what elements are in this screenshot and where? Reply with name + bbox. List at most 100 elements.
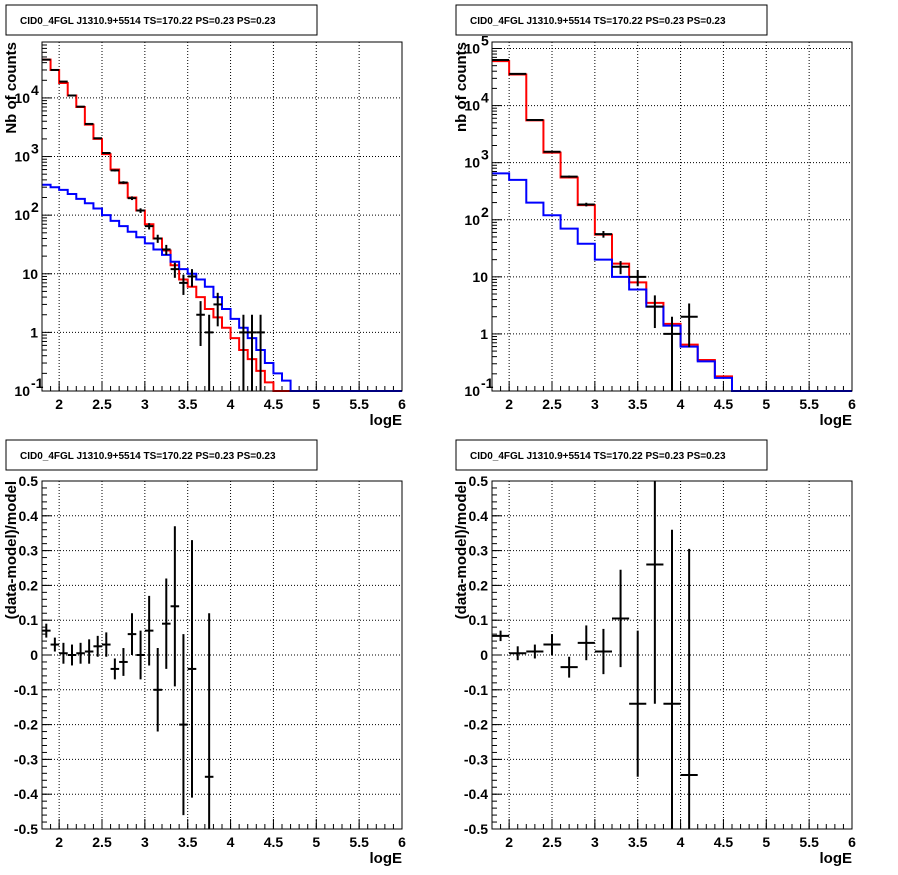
data-point xyxy=(239,314,248,391)
data-point xyxy=(144,223,154,230)
plot-frame xyxy=(41,41,403,392)
data-point xyxy=(119,181,128,184)
y-tick-label: 0.3 xyxy=(469,543,489,559)
y-tick-label: 10 xyxy=(464,155,480,171)
y-tick-exponent: 2 xyxy=(31,199,39,215)
data-point xyxy=(560,656,578,678)
data-point xyxy=(102,151,111,154)
y-tick-label: 10 xyxy=(464,41,480,57)
data-point xyxy=(67,644,77,666)
x-axis-title: logE xyxy=(370,850,403,867)
y-tick-label: 10 xyxy=(464,98,480,114)
x-tick-label: 2 xyxy=(505,834,513,850)
plot-frame xyxy=(491,41,853,392)
data-point xyxy=(560,175,578,178)
y-tick-label: 1 xyxy=(30,324,38,340)
x-axis-title: logE xyxy=(820,850,853,867)
y-tick-exponent: -1 xyxy=(31,375,44,391)
chart-title: CID0_4FGL J1310.9+5514 TS=170.22 PS=0.23… xyxy=(470,451,726,462)
y-tick-label: -0.1 xyxy=(14,682,38,698)
x-tick-label: 3.5 xyxy=(628,834,648,850)
y-tick-exponent: 4 xyxy=(481,90,489,106)
y-tick-label: 0.1 xyxy=(19,612,39,628)
data-point xyxy=(50,637,60,652)
title-box xyxy=(455,439,768,471)
y-tick-label: -0.4 xyxy=(14,786,38,802)
x-tick-label: 4 xyxy=(677,396,685,412)
y-axis-title: nb of counts xyxy=(453,42,470,132)
x-tick-label: 3 xyxy=(141,396,149,412)
plot-frame xyxy=(41,480,403,830)
data-point xyxy=(187,540,197,798)
data-point xyxy=(153,648,162,732)
data-point xyxy=(594,628,612,675)
title-box xyxy=(455,4,768,36)
data-point xyxy=(629,630,647,777)
x-tick-label: 4 xyxy=(677,834,685,850)
y-tick-label: 10 xyxy=(14,207,30,223)
data-point xyxy=(162,244,171,256)
x-tick-label: 6 xyxy=(398,396,406,412)
x-tick-label: 4.5 xyxy=(714,396,734,412)
x-tick-label: 5 xyxy=(762,834,770,850)
x-axis-title: logE xyxy=(370,412,403,429)
x-tick-label: 2.5 xyxy=(92,396,112,412)
data-point xyxy=(127,613,137,655)
x-tick-label: 2.5 xyxy=(542,834,562,850)
data-point xyxy=(247,314,257,391)
data-point xyxy=(127,196,137,201)
data-point xyxy=(162,578,171,669)
data-point xyxy=(680,303,698,348)
residual-left-panel: CID0_4FGL J1310.9+5514 TS=170.22 PS=0.23… xyxy=(3,439,406,867)
y-tick-label: 0.2 xyxy=(469,577,489,593)
data-point xyxy=(42,623,51,638)
model_total-series-line xyxy=(42,58,402,392)
y-tick-exponent: 4 xyxy=(31,82,39,98)
y-tick-exponent: 3 xyxy=(31,141,39,157)
x-tick-label: 4 xyxy=(227,834,235,850)
data-point xyxy=(629,270,647,287)
x-axis-title: logE xyxy=(820,412,853,429)
data-point xyxy=(543,150,561,153)
x-tick-label: 5.5 xyxy=(349,834,369,850)
x-tick-label: 2 xyxy=(55,834,63,850)
data-point xyxy=(663,529,681,829)
chart-title: CID0_4FGL J1310.9+5514 TS=170.22 PS=0.23… xyxy=(20,451,276,462)
data-point xyxy=(577,625,595,661)
y-tick-label: 1 xyxy=(480,326,488,342)
data-point xyxy=(543,634,561,655)
data-point xyxy=(93,137,102,140)
y-tick-exponent: 2 xyxy=(481,204,489,220)
y-axis-title: Nb of counts xyxy=(3,42,20,134)
y-tick-label: -0.2 xyxy=(14,717,38,733)
chart-title: CID0_4FGL J1310.9+5514 TS=170.22 PS=0.23… xyxy=(470,16,726,27)
x-tick-label: 2 xyxy=(505,396,513,412)
x-tick-label: 2 xyxy=(55,396,63,412)
data-point xyxy=(84,122,94,125)
y-tick-label: 0.3 xyxy=(19,543,39,559)
x-tick-label: 4.5 xyxy=(264,834,284,850)
x-tick-label: 3 xyxy=(591,834,599,850)
data-point xyxy=(680,548,698,829)
y-tick-label: 10 xyxy=(14,383,30,399)
y-tick-exponent: 5 xyxy=(481,33,489,49)
y-tick-exponent: 3 xyxy=(481,147,489,163)
data-point xyxy=(526,644,544,659)
data-point xyxy=(170,262,180,278)
x-tick-label: 4.5 xyxy=(264,396,284,412)
data-point xyxy=(136,630,145,680)
x-tick-label: 3 xyxy=(591,396,599,412)
data-point xyxy=(213,292,222,327)
y-tick-label: -0.3 xyxy=(14,751,38,767)
y-tick-exponent: -1 xyxy=(481,375,494,391)
data-point xyxy=(612,261,630,275)
x-tick-label: 4.5 xyxy=(714,834,734,850)
data-point xyxy=(153,234,162,243)
y-tick-label: -0.4 xyxy=(464,786,488,802)
data-point xyxy=(93,635,102,657)
chart-title: CID0_4FGL J1310.9+5514 TS=170.22 PS=0.23… xyxy=(20,16,276,27)
y-tick-label: 10 xyxy=(472,269,488,285)
y-tick-label: 10 xyxy=(14,149,30,165)
y-axis-title: (data-model)/model xyxy=(3,481,20,619)
y-tick-label: 0.1 xyxy=(469,612,489,628)
